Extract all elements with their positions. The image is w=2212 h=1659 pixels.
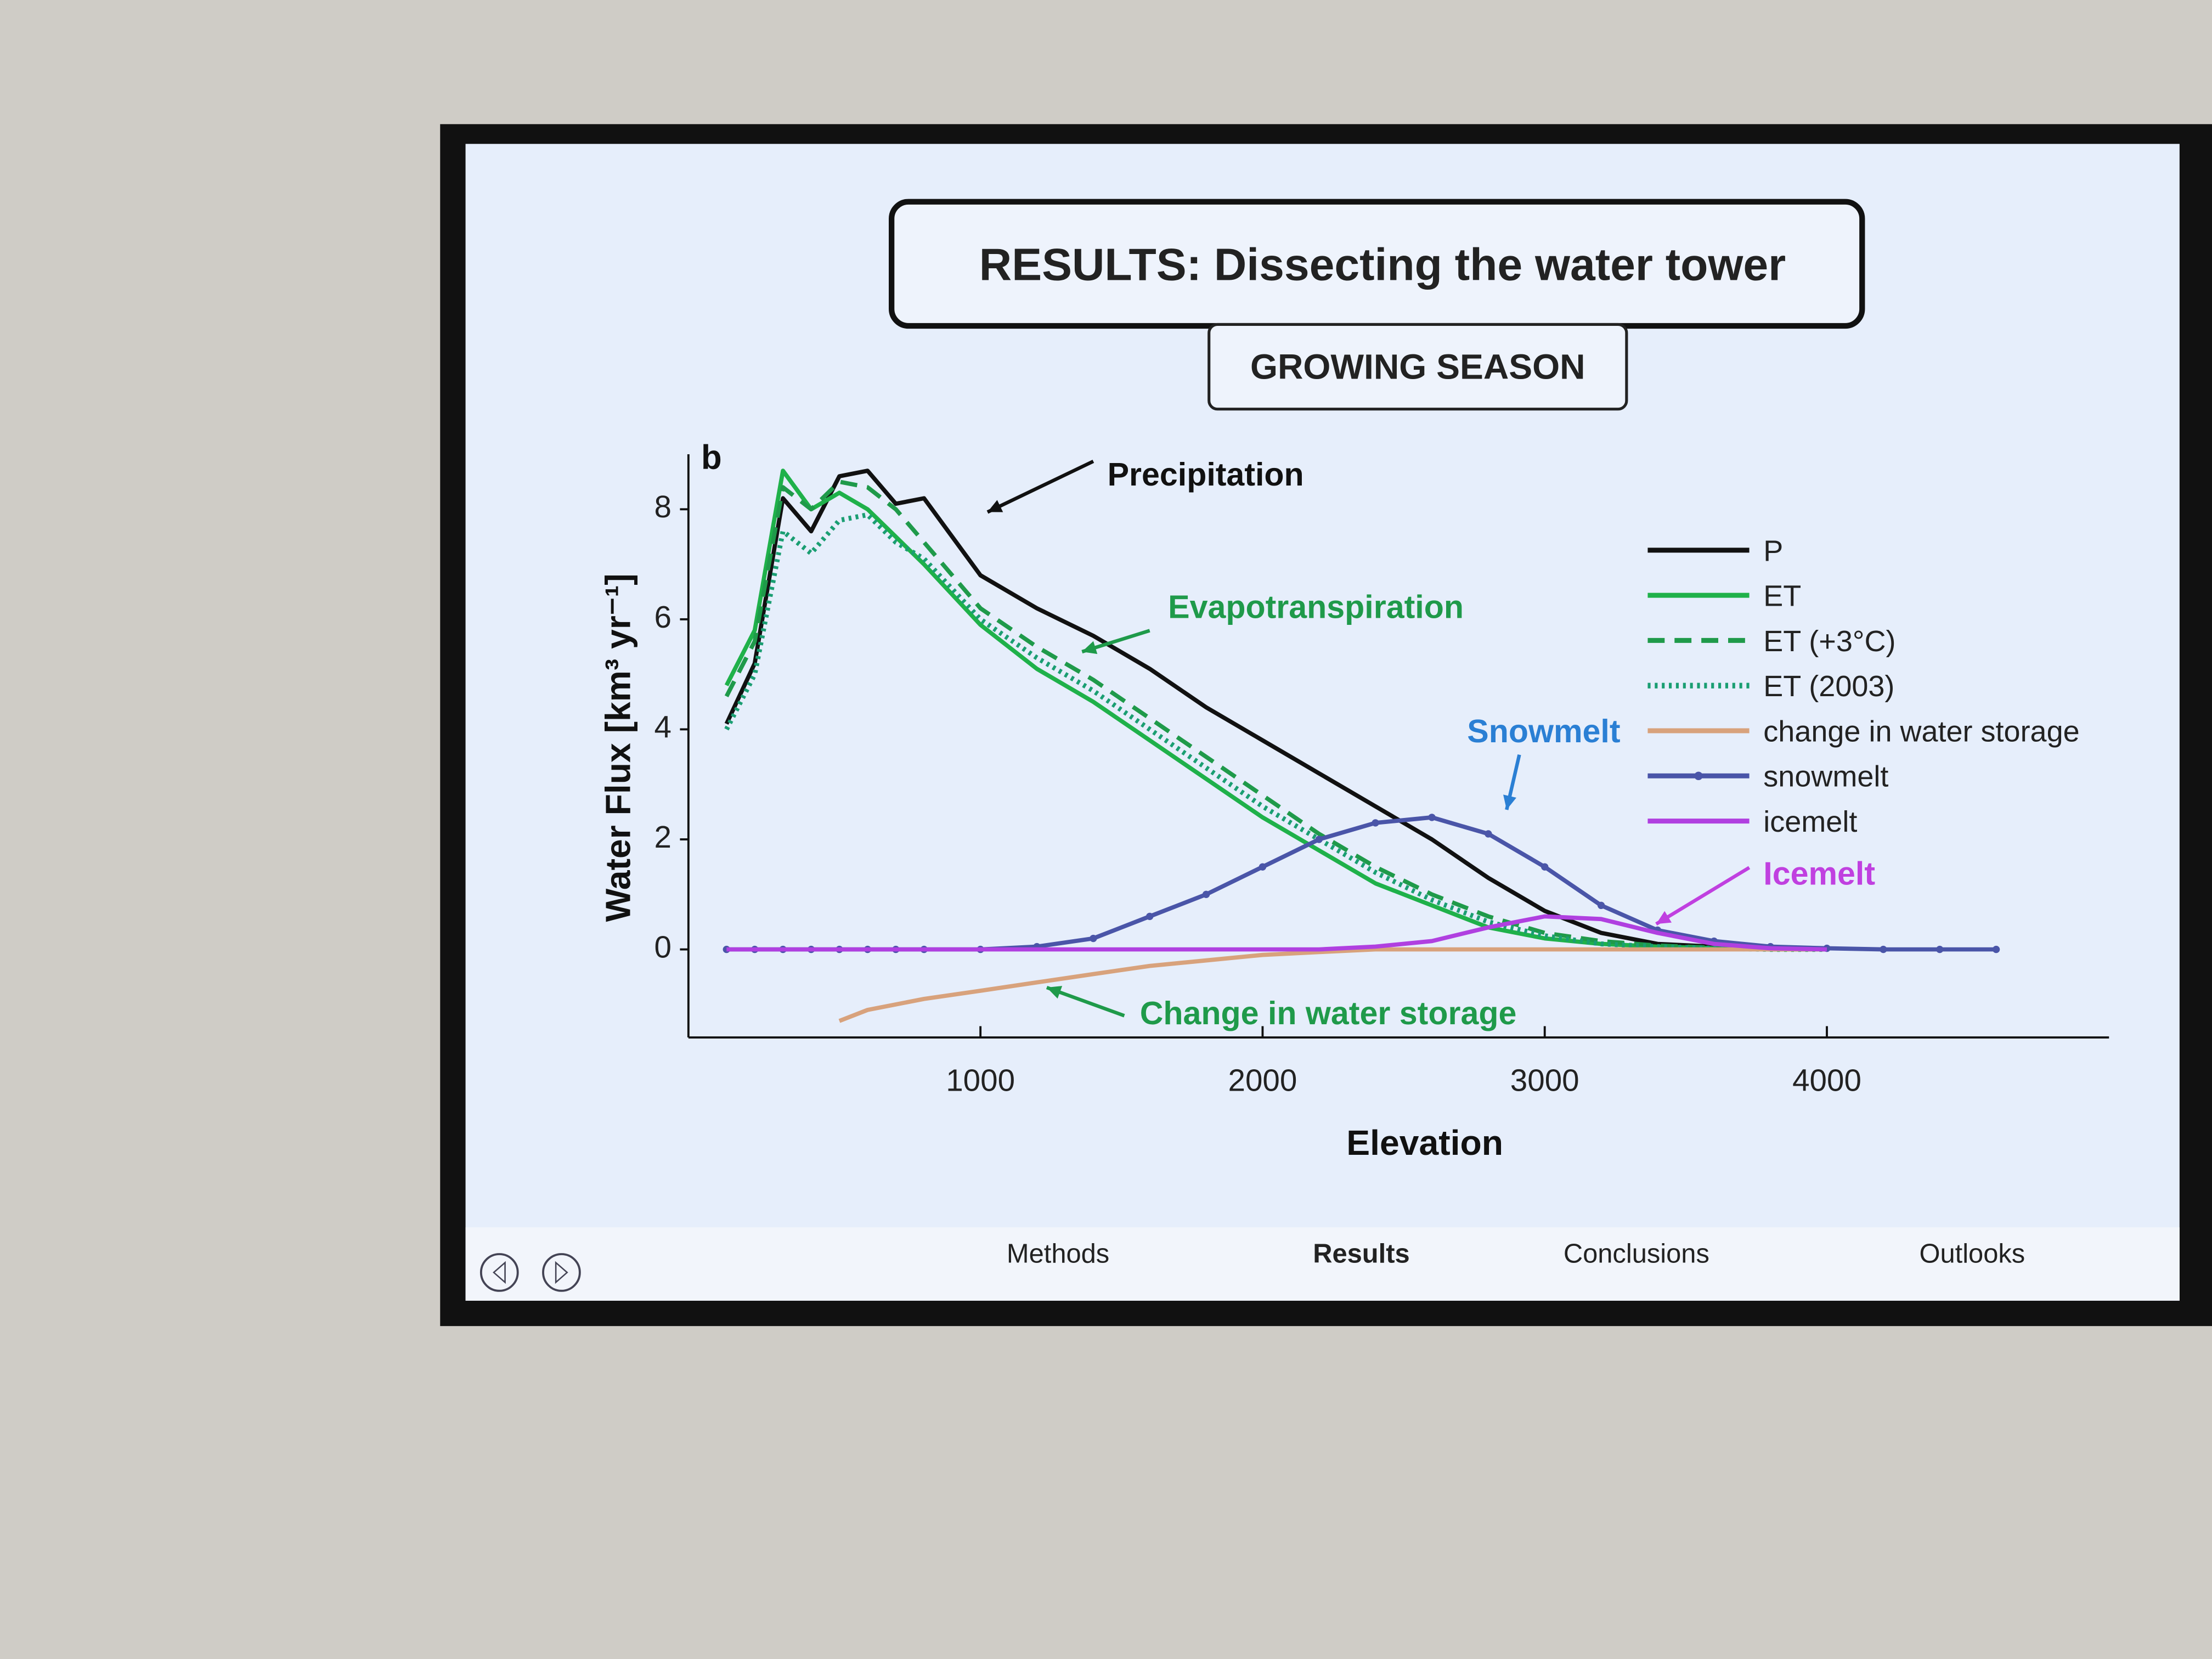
annotation: Precipitation <box>1108 456 1304 493</box>
next-icon <box>555 1261 568 1284</box>
nav-item[interactable]: Methods <box>1007 1239 1109 1268</box>
legend-label: ET (+3°C) <box>1763 625 1895 658</box>
annotation: Icemelt <box>1763 855 1875 891</box>
slide-title: RESULTS: Dissecting the water tower <box>979 240 1786 290</box>
annotation: Change in water storage <box>1140 995 1517 1031</box>
next-button[interactable] <box>542 1253 581 1292</box>
y-tick-label: 8 <box>654 489 672 524</box>
annotation-arrowhead <box>1503 794 1517 810</box>
x-tick-label: 4000 <box>1792 1063 1861 1097</box>
series-marker <box>1202 890 1210 898</box>
nav-item[interactable]: Outlooks <box>1919 1239 2025 1268</box>
annotation: Evapotranspiration <box>1168 588 1464 625</box>
series-marker <box>1146 912 1154 921</box>
legend-label: ET (2003) <box>1763 670 1894 703</box>
y-axis-label: Water Flux [km³ yr⁻¹] <box>598 573 637 922</box>
series-marker <box>1597 901 1605 910</box>
legend-label: icemelt <box>1763 805 1857 838</box>
series-marker <box>1372 819 1379 827</box>
x-tick-label: 1000 <box>946 1063 1015 1097</box>
series-marker <box>1992 945 2000 953</box>
series-marker <box>1428 814 1436 821</box>
x-tick-label: 2000 <box>1228 1063 1297 1097</box>
series-marker <box>1090 934 1097 943</box>
x-tick-label: 3000 <box>1510 1063 1579 1097</box>
legend-label: ET <box>1763 580 1801 613</box>
prev-icon <box>493 1261 506 1284</box>
annotation-arrowhead <box>988 500 1003 512</box>
series-marker <box>1485 830 1492 838</box>
nav-item[interactable]: Conclusions <box>1564 1239 1709 1268</box>
annotation-arrowhead <box>1082 641 1098 654</box>
x-axis-label: Elevation <box>1346 1123 1503 1163</box>
legend-marker <box>1694 771 1703 780</box>
legend-label: P <box>1763 534 1783 567</box>
series-marker <box>1541 863 1549 871</box>
series-marker <box>1315 836 1323 843</box>
y-tick-label: 6 <box>654 600 672 634</box>
nav-bar <box>465 1227 2180 1301</box>
series-marker <box>1880 945 1887 953</box>
series-line <box>724 469 1827 952</box>
panel-label: b <box>701 439 722 477</box>
legend-label: change in water storage <box>1763 715 2079 748</box>
y-tick-label: 4 <box>654 709 672 744</box>
series-line <box>838 947 1827 1023</box>
series-marker <box>1936 945 1944 953</box>
y-tick-label: 2 <box>654 820 672 854</box>
series-line <box>724 479 1827 952</box>
annotation: Snowmelt <box>1467 713 1620 749</box>
slide-subtitle: GROWING SEASON <box>1250 347 1585 387</box>
series-line <box>724 512 1827 952</box>
series-marker <box>1259 863 1267 871</box>
annotation-arrowhead <box>1047 986 1063 999</box>
annotation-arrow <box>986 459 1094 514</box>
annotation-arrowhead <box>1656 911 1672 924</box>
subtitle-box <box>1207 323 1628 411</box>
nav-item[interactable]: Results <box>1313 1239 1409 1268</box>
annotation-arrow <box>1655 866 1751 926</box>
legend-label: snowmelt <box>1763 760 1888 793</box>
series-line <box>726 914 1827 952</box>
prev-button[interactable] <box>479 1253 519 1292</box>
y-tick-label: 0 <box>654 930 672 964</box>
